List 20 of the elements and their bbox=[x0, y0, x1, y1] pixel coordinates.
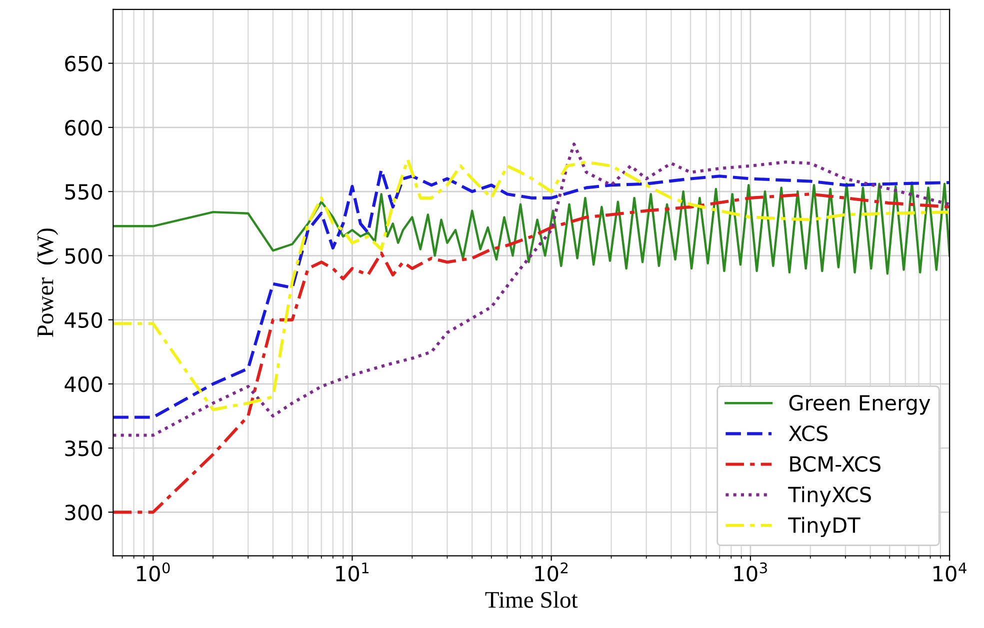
y-tick-label: 450 bbox=[64, 312, 102, 328]
x-axis-title: Time Slot bbox=[485, 591, 578, 608]
legend-label: Green Energy bbox=[789, 394, 930, 415]
y-tick-label: 500 bbox=[65, 248, 102, 264]
legend-label: XCS bbox=[788, 425, 828, 442]
x-tick-label: 10$^{3}$ bbox=[734, 562, 767, 582]
x-tick-label: 10$^{4}$ bbox=[934, 562, 966, 582]
y-tick-label: 650 bbox=[65, 56, 102, 72]
y-tick-label: 350 bbox=[65, 440, 102, 456]
y-axis-title: Power (W) bbox=[36, 228, 58, 337]
y-tick-label: 550 bbox=[65, 184, 102, 200]
x-tick-label: 10$^{1}$ bbox=[336, 562, 369, 582]
legend-label: TinyDT bbox=[788, 516, 860, 538]
x-tick-label: 10$^{2}$ bbox=[535, 562, 568, 582]
x-tick-label: 10$^{0}$ bbox=[137, 562, 170, 582]
legend-label: TinyXCS bbox=[788, 486, 871, 506]
legend-label: BCM-XCS bbox=[790, 456, 880, 472]
y-tick-label: 400 bbox=[64, 376, 102, 392]
y-tick-label: 600 bbox=[65, 120, 102, 136]
y-tick-label: 300 bbox=[65, 504, 102, 520]
